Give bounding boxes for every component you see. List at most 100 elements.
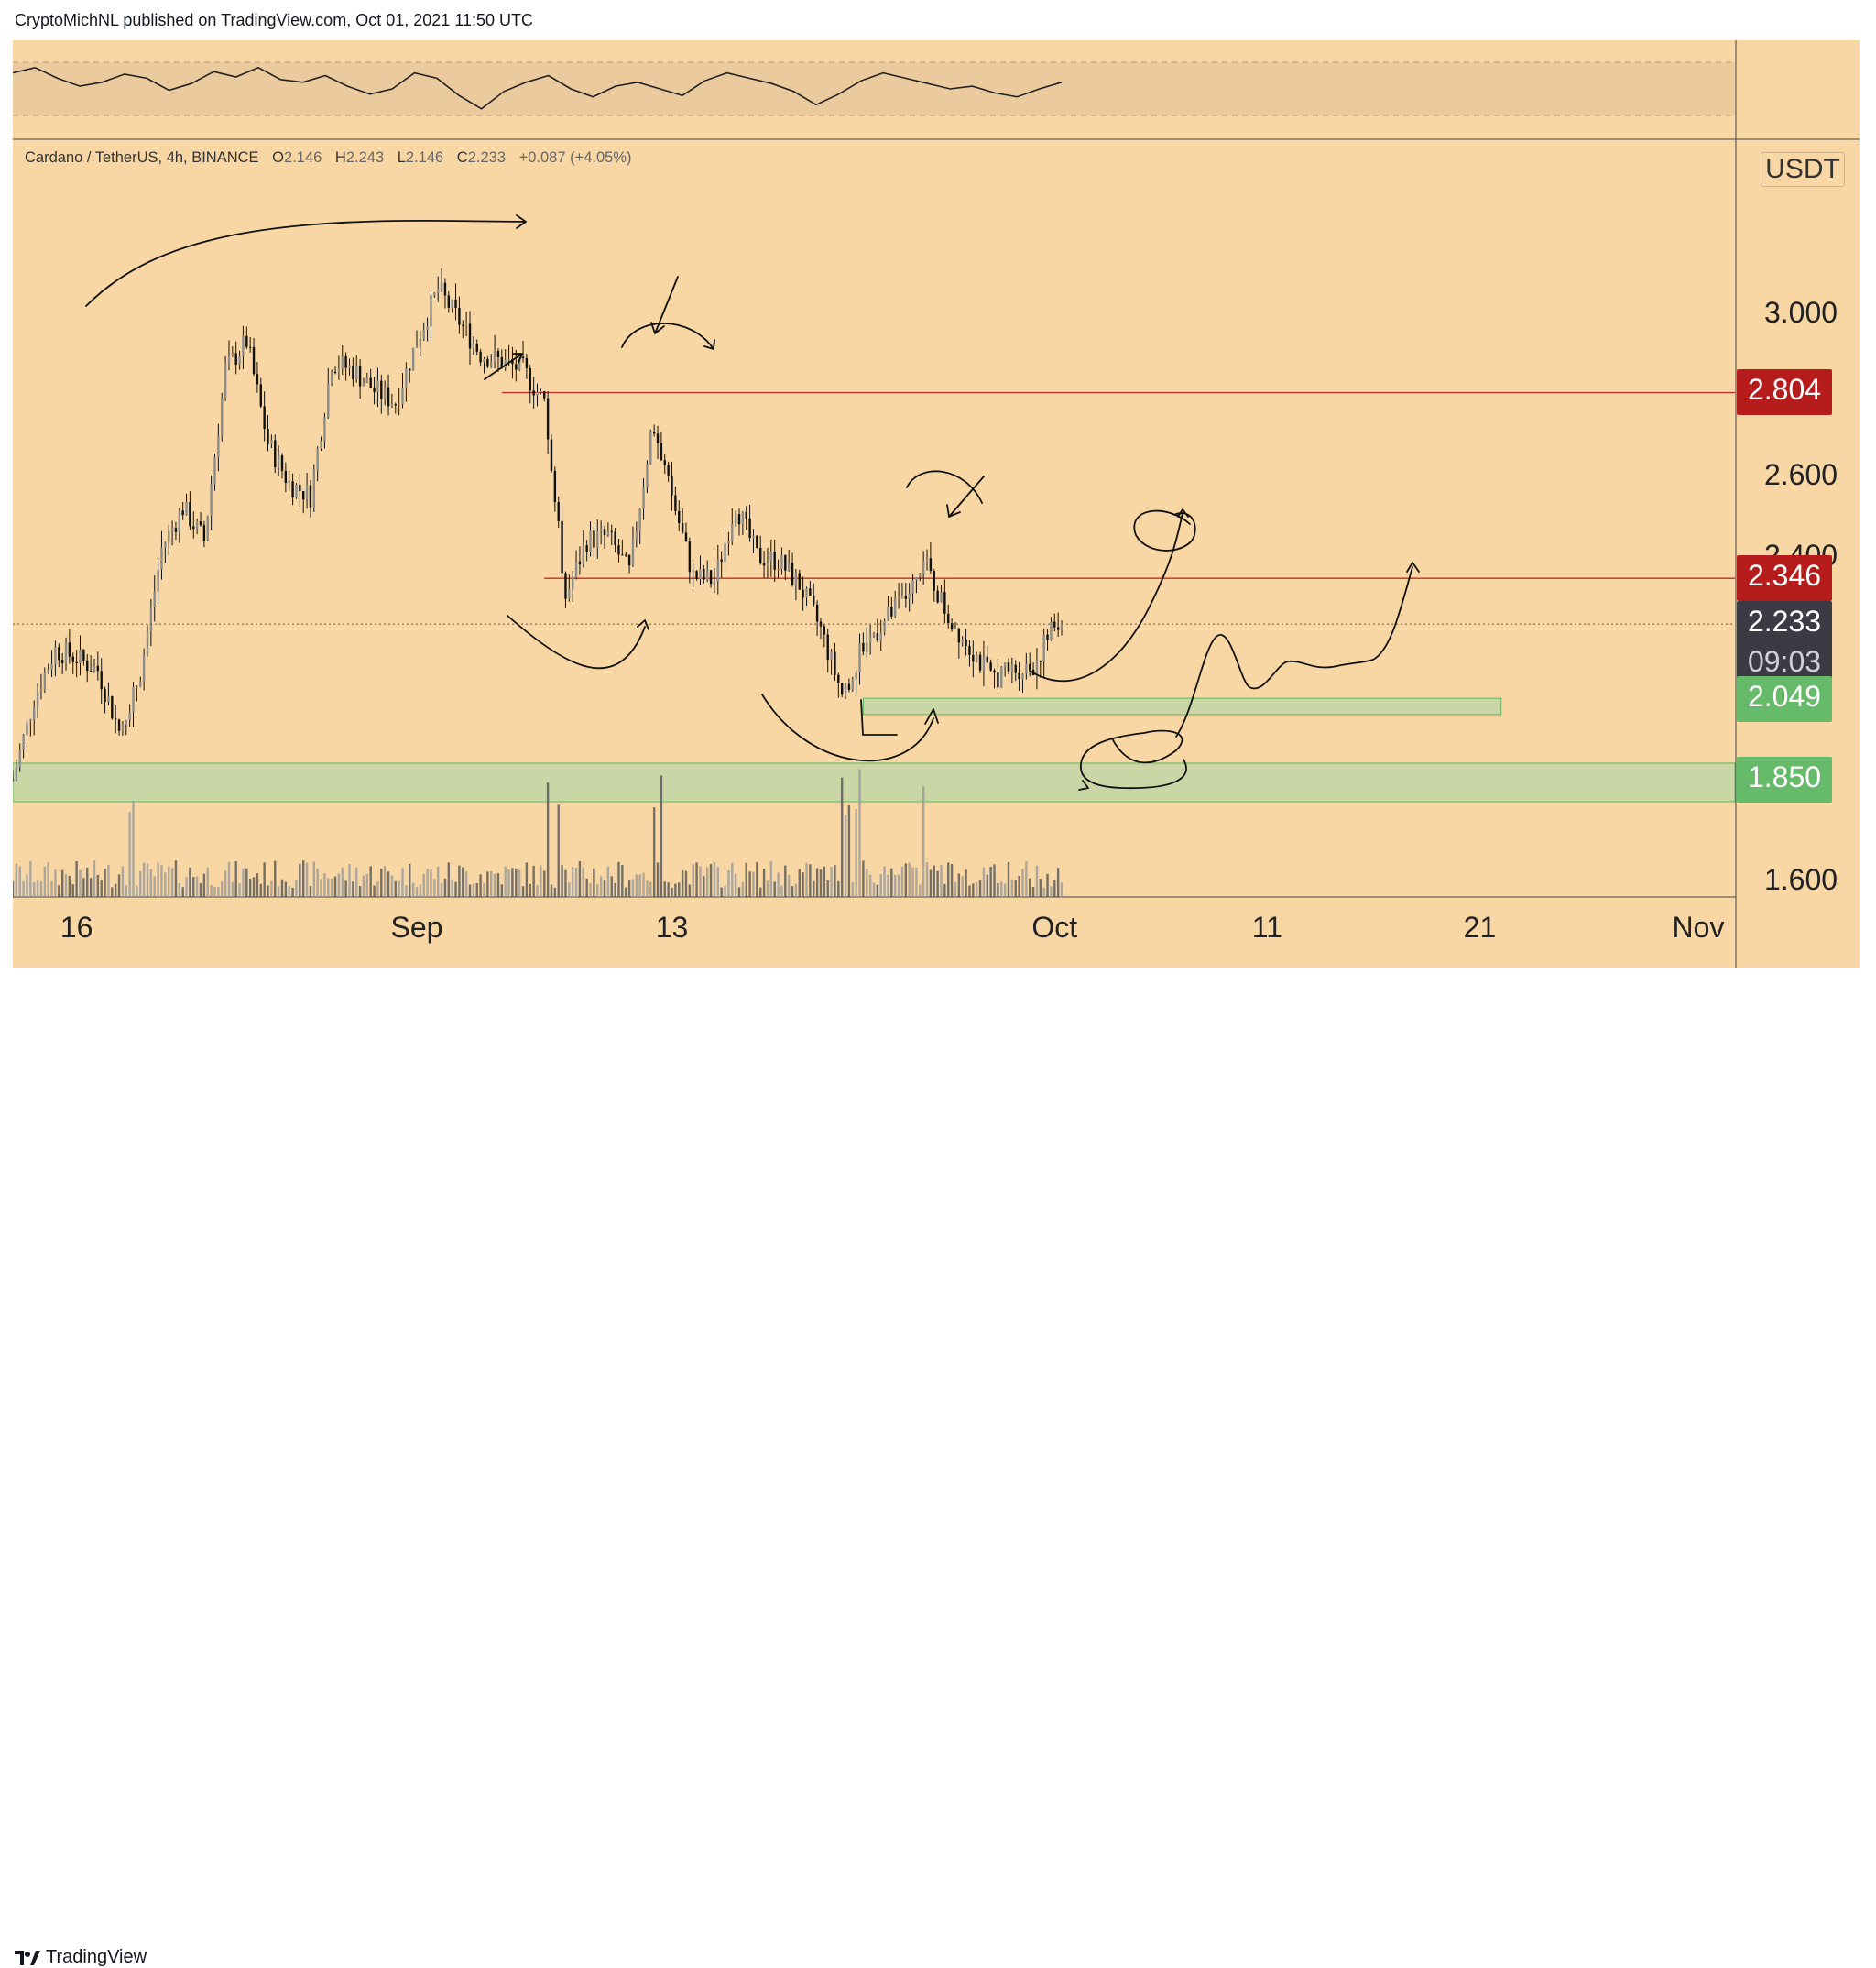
candle-body bbox=[982, 656, 986, 671]
volume-bar bbox=[348, 864, 351, 897]
candle-body bbox=[483, 358, 485, 363]
chart-area[interactable]: Cardano / TetherUS, 4h, BINANCE O2.146 H… bbox=[13, 40, 1860, 968]
volume-bar bbox=[965, 869, 967, 897]
candle-body bbox=[267, 429, 269, 444]
volume-bar bbox=[568, 882, 571, 897]
candle bbox=[1029, 652, 1031, 677]
candle-body bbox=[631, 538, 635, 566]
volume-bar bbox=[656, 862, 660, 897]
candle-body bbox=[114, 718, 117, 720]
volume-bar bbox=[943, 883, 946, 897]
volume-bar bbox=[411, 882, 415, 897]
candle-body bbox=[1029, 663, 1031, 670]
volume-bar bbox=[291, 887, 294, 897]
candle bbox=[146, 624, 149, 657]
candle bbox=[475, 339, 478, 356]
candle bbox=[18, 743, 21, 772]
volume-bar bbox=[883, 866, 886, 897]
candle-body bbox=[961, 639, 964, 643]
candle bbox=[540, 388, 542, 395]
volume-bar bbox=[267, 885, 269, 897]
candle-body bbox=[518, 356, 521, 370]
candle-body bbox=[671, 476, 673, 496]
candle bbox=[227, 340, 231, 371]
candle bbox=[703, 564, 705, 584]
candle bbox=[1046, 629, 1049, 651]
volume-bar bbox=[168, 866, 170, 897]
candle bbox=[486, 355, 489, 369]
candle-body bbox=[904, 596, 908, 599]
volume-bar bbox=[221, 881, 224, 897]
candle-body bbox=[625, 554, 627, 556]
candle-body bbox=[521, 356, 525, 359]
candle-body bbox=[862, 642, 865, 652]
volume-bar bbox=[195, 876, 199, 897]
candle-body bbox=[890, 607, 893, 617]
candle bbox=[571, 571, 574, 603]
volume-bar bbox=[823, 866, 826, 897]
candle bbox=[454, 283, 457, 321]
candle bbox=[107, 682, 110, 706]
candle bbox=[1021, 672, 1024, 694]
candle-body bbox=[500, 356, 504, 368]
candle-body bbox=[355, 366, 358, 380]
candle-body bbox=[299, 484, 301, 492]
volume-bar bbox=[716, 866, 719, 897]
volume-bar bbox=[185, 877, 188, 897]
volume-bar bbox=[305, 862, 309, 897]
volume-bar bbox=[79, 869, 82, 897]
candle bbox=[734, 510, 737, 527]
volume-bar bbox=[475, 883, 478, 897]
candle-body bbox=[206, 516, 209, 541]
volume-bar bbox=[160, 865, 163, 897]
candle-body bbox=[727, 541, 730, 543]
volume-bar bbox=[419, 884, 422, 897]
candle-body bbox=[277, 455, 280, 468]
volume-bar bbox=[299, 863, 301, 897]
volume-bar bbox=[365, 874, 369, 897]
candle-body bbox=[929, 558, 933, 572]
candle-body bbox=[532, 390, 535, 396]
volume-bar bbox=[213, 887, 216, 897]
candle bbox=[614, 528, 616, 553]
candle bbox=[678, 500, 681, 532]
candle-body bbox=[22, 735, 25, 750]
candle-body bbox=[47, 669, 49, 673]
candle bbox=[727, 531, 730, 556]
candle-body bbox=[759, 547, 762, 563]
volume-bar bbox=[376, 881, 379, 897]
candle bbox=[553, 466, 557, 512]
candle-body bbox=[274, 440, 277, 468]
price-tag-value: 2.049 bbox=[1747, 679, 1822, 713]
candle-body bbox=[815, 604, 819, 622]
volume-bar bbox=[337, 873, 341, 897]
candle-body bbox=[762, 563, 766, 566]
candle-body bbox=[1050, 621, 1053, 640]
candle bbox=[136, 685, 138, 702]
candlestick-chart[interactable]: Cardano / TetherUS, 4h, BINANCE O2.146 H… bbox=[13, 40, 1860, 968]
candle-body bbox=[585, 545, 588, 552]
volume-bar bbox=[210, 884, 213, 897]
volume-bar bbox=[780, 885, 783, 897]
candle-body bbox=[409, 368, 411, 371]
candle bbox=[868, 624, 872, 655]
candle-body bbox=[705, 570, 709, 580]
volume-bar bbox=[447, 862, 451, 897]
volume-bar bbox=[826, 880, 829, 897]
volume-bar bbox=[125, 885, 127, 897]
candle bbox=[950, 618, 954, 632]
volume-bar bbox=[536, 885, 539, 897]
candle bbox=[798, 569, 801, 590]
candle bbox=[1039, 660, 1042, 678]
candle-body bbox=[933, 571, 935, 591]
candle bbox=[982, 640, 986, 687]
candle-body bbox=[419, 339, 422, 347]
volume-bar bbox=[362, 875, 365, 897]
candle-body bbox=[858, 642, 861, 673]
candle bbox=[355, 355, 358, 383]
time-tick-label: 21 bbox=[1463, 911, 1497, 944]
candle-body bbox=[834, 651, 836, 675]
candle-body bbox=[224, 364, 227, 398]
candle bbox=[986, 645, 988, 663]
volume-bar bbox=[610, 876, 613, 897]
